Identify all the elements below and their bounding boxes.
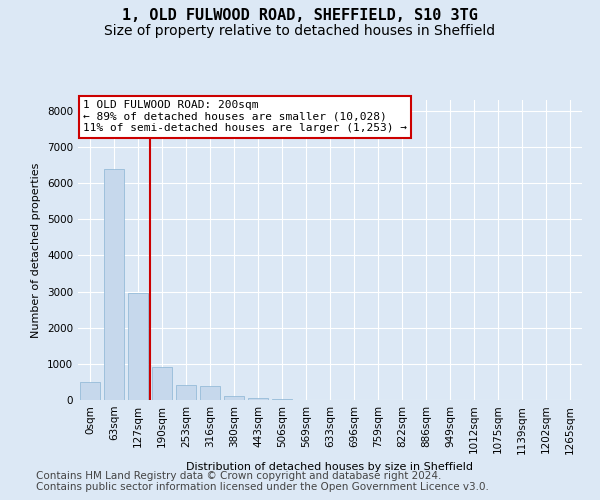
Bar xyxy=(200,386,220,400)
Text: Size of property relative to detached houses in Sheffield: Size of property relative to detached ho… xyxy=(104,24,496,38)
Bar xyxy=(248,398,268,400)
X-axis label: Distribution of detached houses by size in Sheffield: Distribution of detached houses by size … xyxy=(187,462,473,472)
Text: 1 OLD FULWOOD ROAD: 200sqm
← 89% of detached houses are smaller (10,028)
11% of : 1 OLD FULWOOD ROAD: 200sqm ← 89% of deta… xyxy=(83,100,407,133)
Bar xyxy=(104,168,124,400)
Bar xyxy=(224,396,244,400)
Text: Contains public sector information licensed under the Open Government Licence v3: Contains public sector information licen… xyxy=(36,482,489,492)
Y-axis label: Number of detached properties: Number of detached properties xyxy=(31,162,41,338)
Bar xyxy=(176,385,196,400)
Text: 1, OLD FULWOOD ROAD, SHEFFIELD, S10 3TG: 1, OLD FULWOOD ROAD, SHEFFIELD, S10 3TG xyxy=(122,8,478,22)
Text: Contains HM Land Registry data © Crown copyright and database right 2024.: Contains HM Land Registry data © Crown c… xyxy=(36,471,442,481)
Bar xyxy=(152,368,172,400)
Bar xyxy=(80,382,100,400)
Bar xyxy=(128,294,148,400)
